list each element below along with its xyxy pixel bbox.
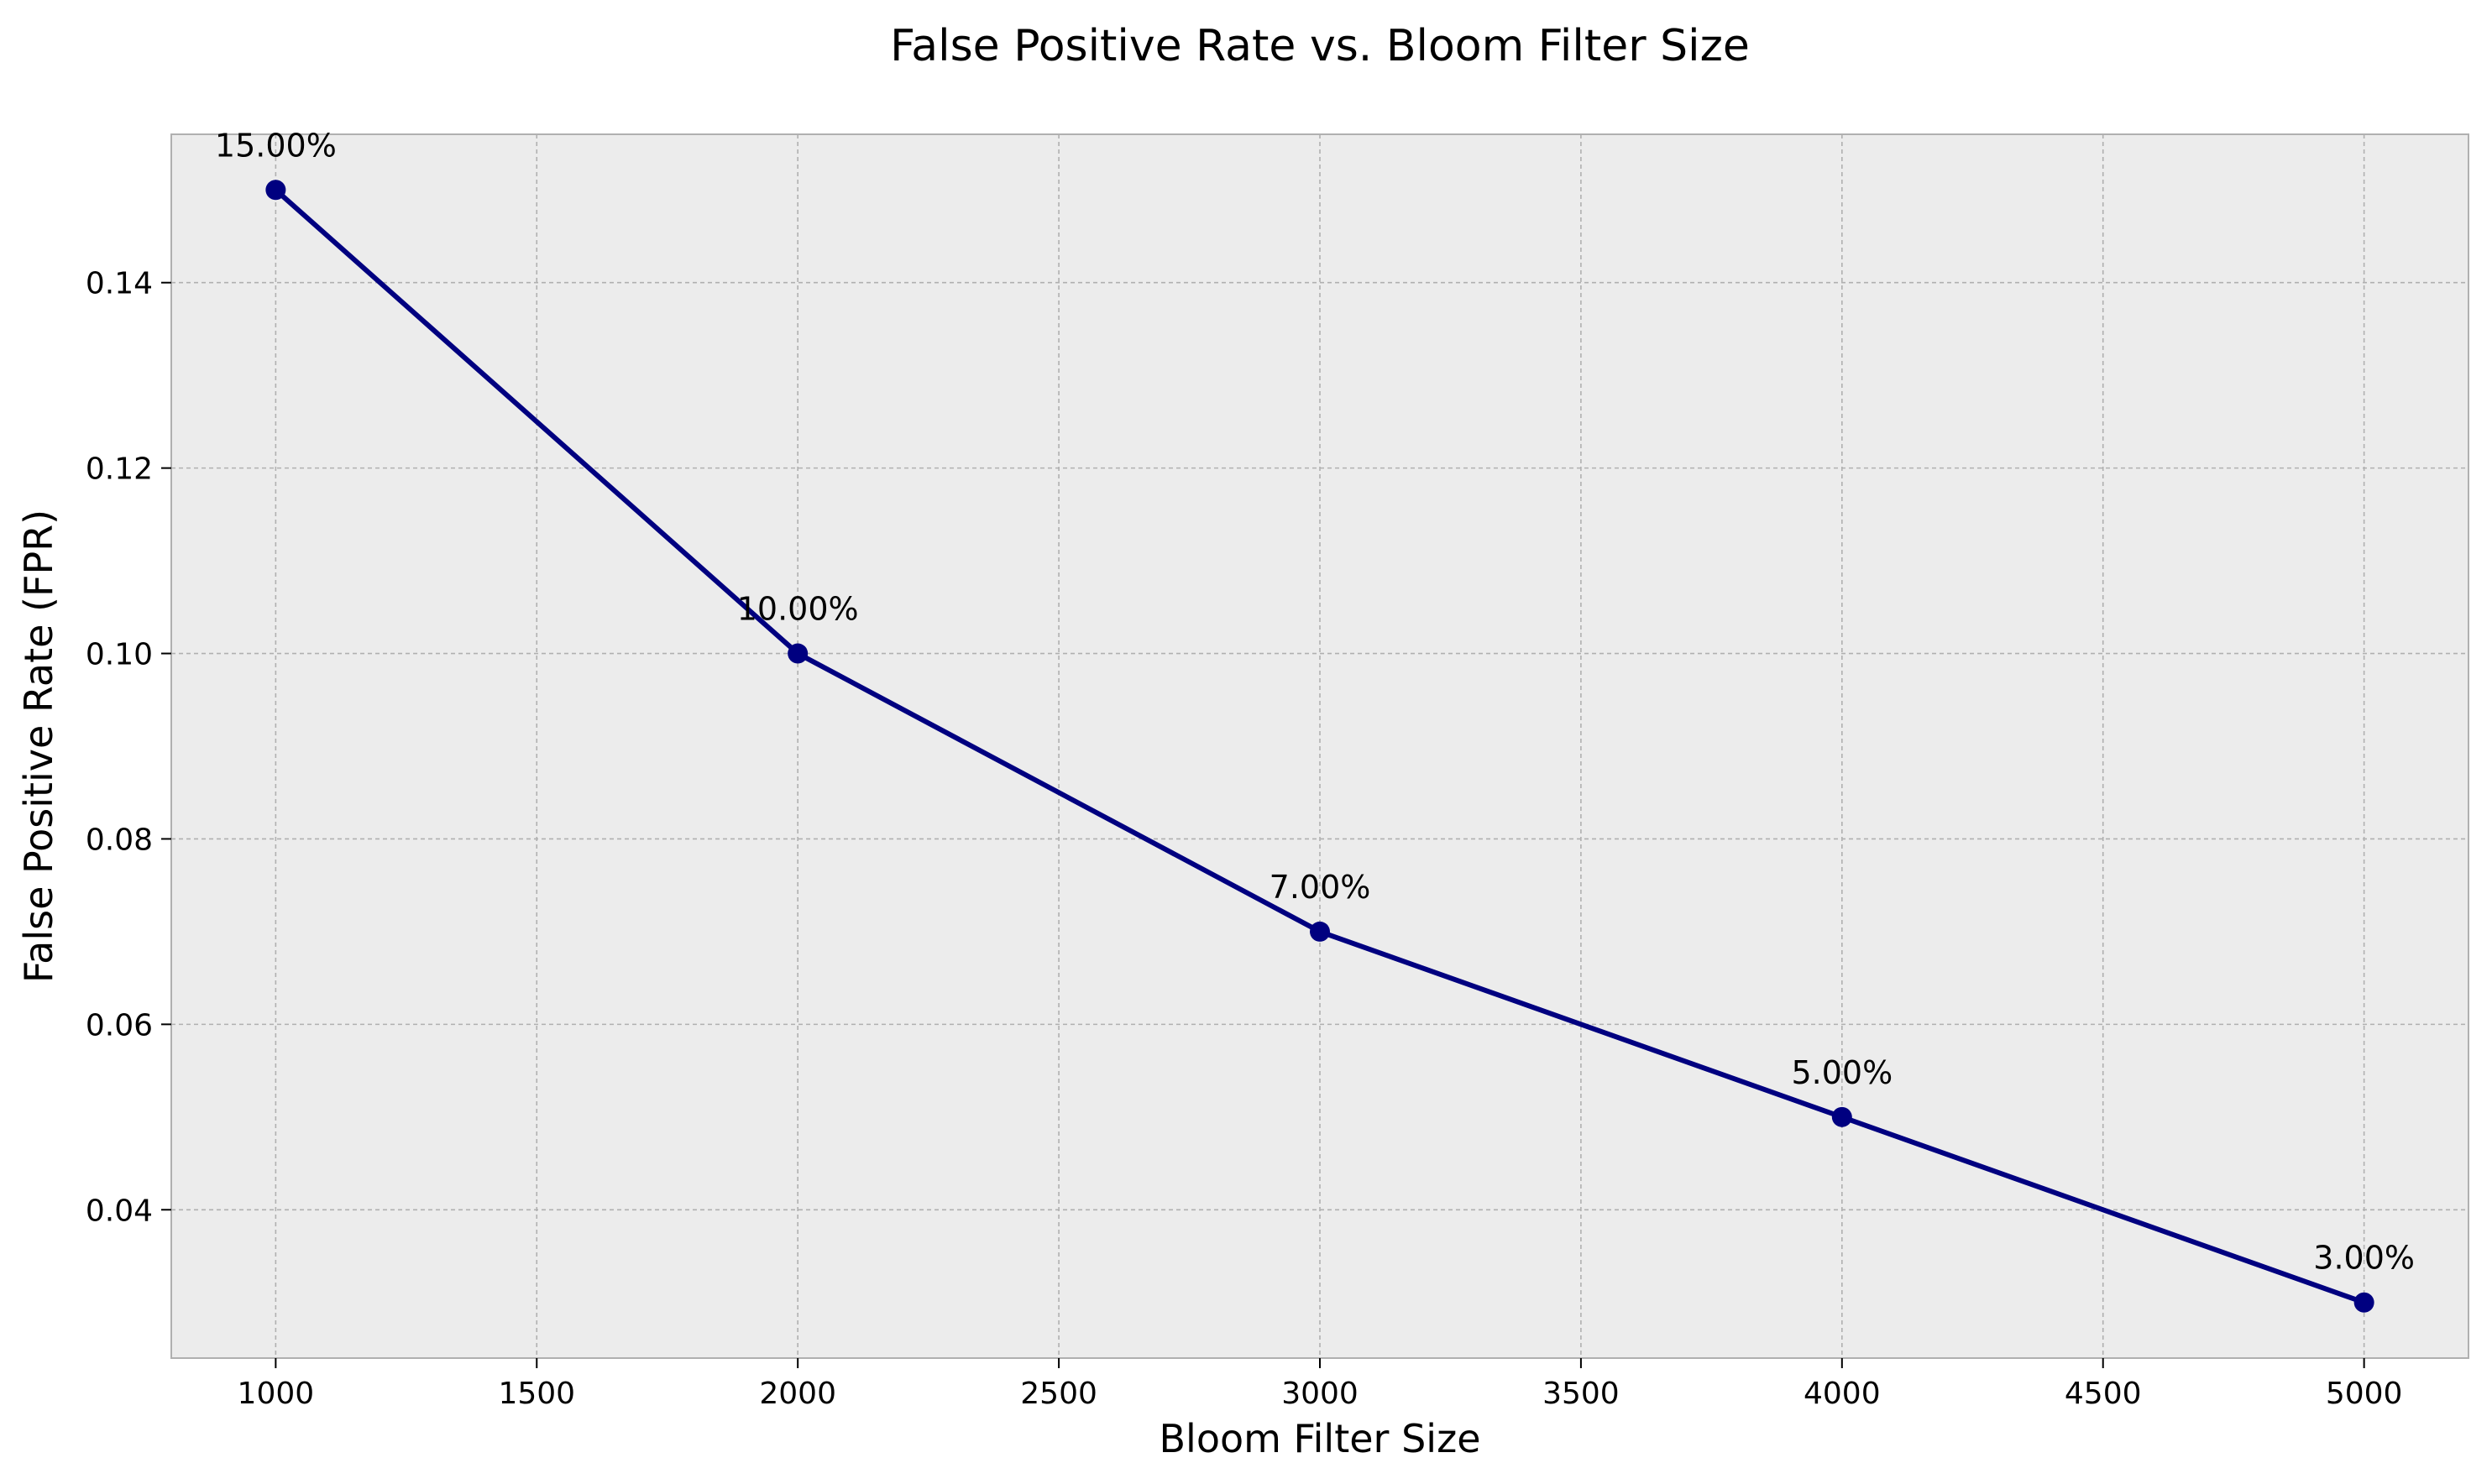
data-label: 7.00% bbox=[1270, 869, 1371, 906]
grid-lines bbox=[171, 134, 2468, 1358]
x-tick-label: 4000 bbox=[1804, 1377, 1881, 1411]
x-tick-label: 1000 bbox=[238, 1377, 315, 1411]
data-point bbox=[265, 180, 286, 201]
chart-title: False Positive Rate vs. Bloom Filter Siz… bbox=[890, 21, 1750, 71]
axis-ticks: 1000 1500 2000 2500 3000 3500 4000 4500 5000 0.04… bbox=[86, 267, 2403, 1411]
x-tick-label: 3000 bbox=[1281, 1377, 1359, 1411]
data-label: 10.00% bbox=[737, 591, 859, 628]
y-tick-label: 0.10 bbox=[86, 638, 153, 672]
data-label: 15.00% bbox=[215, 127, 337, 164]
data-point bbox=[2353, 1292, 2374, 1313]
x-tick-label: 2500 bbox=[1020, 1377, 1097, 1411]
data-labels: 15.00% 10.00% 7.00% 5.00% 3.00% bbox=[215, 127, 2415, 1276]
x-tick-label: 5000 bbox=[2326, 1377, 2403, 1411]
y-tick-label: 0.06 bbox=[86, 1008, 153, 1042]
x-tick-label: 2000 bbox=[759, 1377, 836, 1411]
x-axis-label: Bloom Filter Size bbox=[1159, 1416, 1480, 1461]
y-axis-label: False Positive Rate (FPR) bbox=[16, 509, 61, 983]
data-label: 3.00% bbox=[2313, 1240, 2415, 1277]
y-tick-label: 0.14 bbox=[86, 267, 153, 301]
x-tick-label: 3500 bbox=[1542, 1377, 1620, 1411]
y-tick-label: 0.12 bbox=[86, 452, 153, 487]
x-tick-label: 4500 bbox=[2065, 1377, 2142, 1411]
y-tick-label: 0.04 bbox=[86, 1194, 153, 1228]
data-point bbox=[788, 643, 809, 664]
data-point bbox=[1831, 1106, 1852, 1127]
data-label: 5.00% bbox=[1791, 1054, 1893, 1091]
y-tick-label: 0.08 bbox=[86, 823, 153, 857]
series-fpr bbox=[265, 180, 2374, 1313]
x-tick-label: 1500 bbox=[498, 1377, 575, 1411]
data-point bbox=[1310, 921, 1330, 942]
